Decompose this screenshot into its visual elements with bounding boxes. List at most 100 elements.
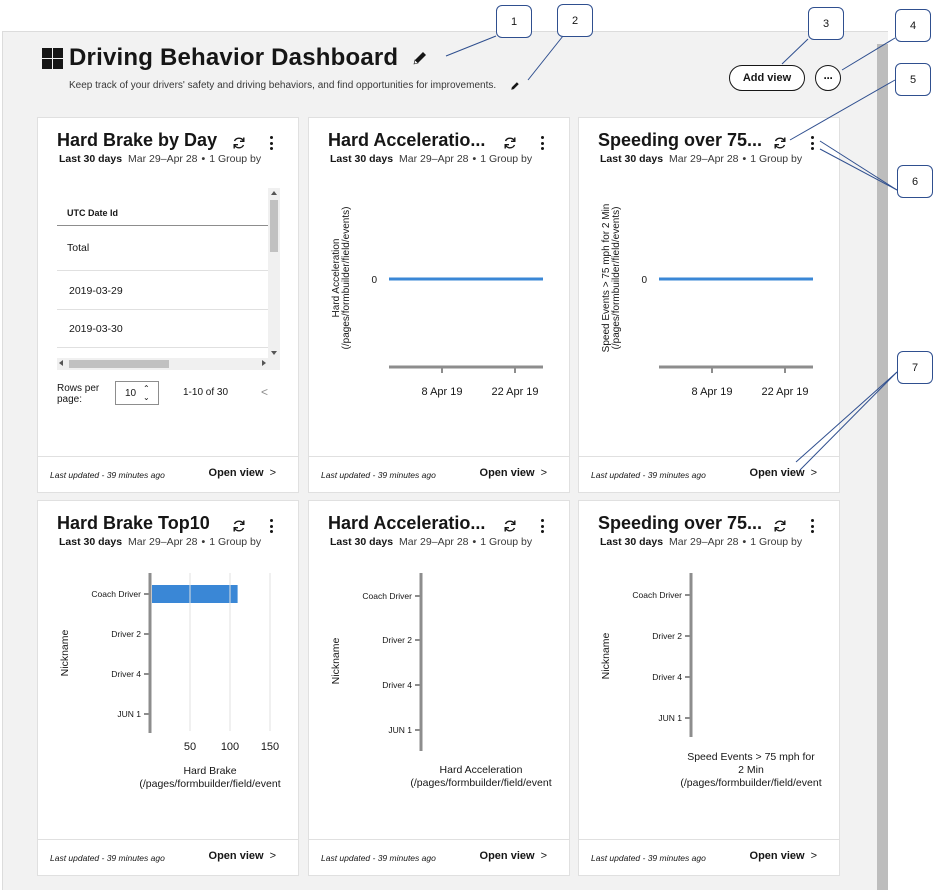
x-axis-label: Hard Brake — [183, 765, 236, 777]
separator-dot: • — [201, 536, 206, 548]
rows-per-page-label: Rows per page: — [57, 383, 100, 405]
previous-page-button[interactable]: < — [261, 385, 269, 399]
stepper-arrows-icon[interactable]: ⌃ ⌄ — [143, 384, 150, 402]
card-footer: Last updated - 39 minutes ago Open view > — [38, 839, 298, 875]
open-view-link[interactable]: Open view > — [480, 850, 547, 862]
y-axis-label: Hard Acceleration — [331, 239, 342, 318]
bar — [152, 585, 238, 603]
card-hard-acceleration-line: Hard Acceleratio... Last 30 days Mar 29–A… — [308, 117, 570, 493]
x-tick-label: 8 Apr 19 — [692, 386, 733, 398]
last-updated-text: Last updated - 39 minutes ago — [321, 470, 436, 480]
chevron-right-icon: > — [269, 467, 276, 479]
group-by-label: 1 Group by — [480, 536, 533, 548]
category-label: Coach Driver — [632, 590, 682, 600]
chevron-right-icon: > — [540, 467, 547, 479]
last-updated-text: Last updated - 39 minutes ago — [591, 470, 706, 480]
range-label: Last 30 days — [59, 536, 123, 548]
table-pagination: Rows per page: 10 ⌃ ⌄ 1-10 of 30 < — [57, 381, 287, 407]
edit-subtitle-pencil-icon[interactable] — [510, 81, 520, 91]
separator-dot: • — [201, 153, 206, 165]
y-axis-label: (/pages/formbuilder/field/events) — [611, 207, 622, 350]
line-chart: Hard Acceleration (/pages/formbuilder/fie… — [331, 207, 543, 398]
refresh-icon[interactable] — [232, 519, 246, 533]
refresh-icon[interactable] — [503, 519, 517, 533]
category-label: Driver 4 — [382, 680, 412, 690]
open-view-link[interactable]: Open view > — [209, 850, 276, 862]
group-by-label: 1 Group by — [750, 536, 803, 548]
group-by-label: 1 Group by — [209, 536, 262, 548]
y-tick-label: 0 — [641, 275, 647, 286]
card-overflow-menu-icon[interactable] — [537, 136, 547, 150]
callout-6: 6 — [897, 165, 933, 198]
x-axis-label: Speed Events > 75 mph for — [687, 751, 815, 763]
table-cell: 2019-03-29 — [69, 285, 123, 297]
edit-title-pencil-icon[interactable] — [412, 50, 428, 66]
open-view-label: Open view — [749, 467, 805, 479]
rows-per-page-value: 10 — [125, 387, 137, 399]
category-label: Driver 4 — [652, 672, 682, 682]
chevron-right-icon: > — [810, 467, 817, 479]
separator-dot: • — [742, 153, 747, 165]
table-vertical-scrollbar[interactable] — [268, 188, 280, 358]
card-overflow-menu-icon[interactable] — [537, 519, 547, 533]
category-label: Coach Driver — [91, 589, 141, 599]
card-title: Hard Brake by Day — [57, 130, 218, 150]
card-overflow-menu-icon[interactable] — [807, 136, 817, 150]
refresh-icon[interactable] — [773, 519, 787, 533]
category-label: Driver 2 — [652, 631, 682, 641]
more-options-button[interactable]: ··· — [815, 65, 841, 91]
separator-dot: • — [472, 153, 477, 165]
callout-1: 1 — [496, 5, 532, 38]
open-view-link[interactable]: Open view > — [750, 850, 817, 862]
card-title: Hard Acceleratio... — [328, 130, 486, 150]
x-axis-label: (/pages/formbuilder/field/event — [680, 777, 821, 789]
category-label: Driver 2 — [111, 629, 141, 639]
page-scrollbar[interactable] — [877, 44, 888, 890]
card-footer: Last updated - 39 minutes ago Open view > — [38, 456, 298, 492]
open-view-label: Open view — [479, 850, 535, 862]
date-range: Mar 29–Apr 28 — [128, 536, 198, 548]
bar-chart: Nickname Coach Driver Driver 2 Driver 4 JUN … — [330, 573, 552, 789]
page-title: Driving Behavior Dashboard — [69, 44, 399, 71]
separator-dot: • — [742, 536, 747, 548]
callout-3: 3 — [808, 7, 844, 40]
card-overflow-menu-icon[interactable] — [266, 136, 276, 150]
group-by-label: 1 Group by — [209, 153, 262, 165]
chevron-right-icon: > — [540, 850, 547, 862]
card-title: Speeding over 75... — [598, 130, 763, 150]
range-label: Last 30 days — [59, 153, 123, 165]
table-horizontal-scrollbar[interactable] — [57, 358, 280, 370]
card-footer: Last updated - 39 minutes ago Open view > — [579, 839, 839, 875]
open-view-label: Open view — [479, 467, 535, 479]
table-cell: 2019-03-30 — [69, 323, 123, 335]
category-label: JUN 1 — [658, 713, 682, 723]
category-label: JUN 1 — [388, 725, 412, 735]
group-by-label: 1 Group by — [750, 153, 803, 165]
open-view-link[interactable]: Open view > — [480, 467, 547, 479]
card-overflow-menu-icon[interactable] — [807, 519, 817, 533]
rows-per-page-stepper[interactable]: 10 ⌃ ⌄ — [115, 381, 159, 405]
open-view-link[interactable]: Open view > — [209, 467, 276, 479]
card-hard-brake-top10: Hard Brake Top10 Last 30 days Mar 29–Apr … — [37, 500, 299, 876]
line-chart: Speed Events > 75 mph for 2 Min (/pages/f… — [601, 204, 813, 398]
callout-7: 7 — [897, 351, 933, 384]
add-view-button[interactable]: Add view — [729, 65, 805, 91]
refresh-icon[interactable] — [232, 136, 246, 150]
dashboard-grid-icon — [42, 47, 63, 69]
card-footer: Last updated - 39 minutes ago Open view > — [579, 456, 839, 492]
card-meta: Last 30 days Mar 29–Apr 28 • 1 Group by — [330, 536, 532, 548]
column-header-utc-date-id[interactable]: UTC Date Id — [67, 208, 119, 218]
y-tick-label: 0 — [371, 275, 377, 286]
open-view-link[interactable]: Open view > — [750, 467, 817, 479]
card-overflow-menu-icon[interactable] — [266, 519, 276, 533]
last-updated-text: Last updated - 39 minutes ago — [321, 853, 436, 863]
category-label: Driver 2 — [382, 635, 412, 645]
range-label: Last 30 days — [600, 153, 664, 165]
refresh-icon[interactable] — [503, 136, 517, 150]
refresh-icon[interactable] — [773, 136, 787, 150]
category-label: Coach Driver — [362, 591, 412, 601]
callout-5: 5 — [895, 63, 931, 96]
chevron-right-icon: > — [810, 850, 817, 862]
range-label: Last 30 days — [330, 153, 394, 165]
